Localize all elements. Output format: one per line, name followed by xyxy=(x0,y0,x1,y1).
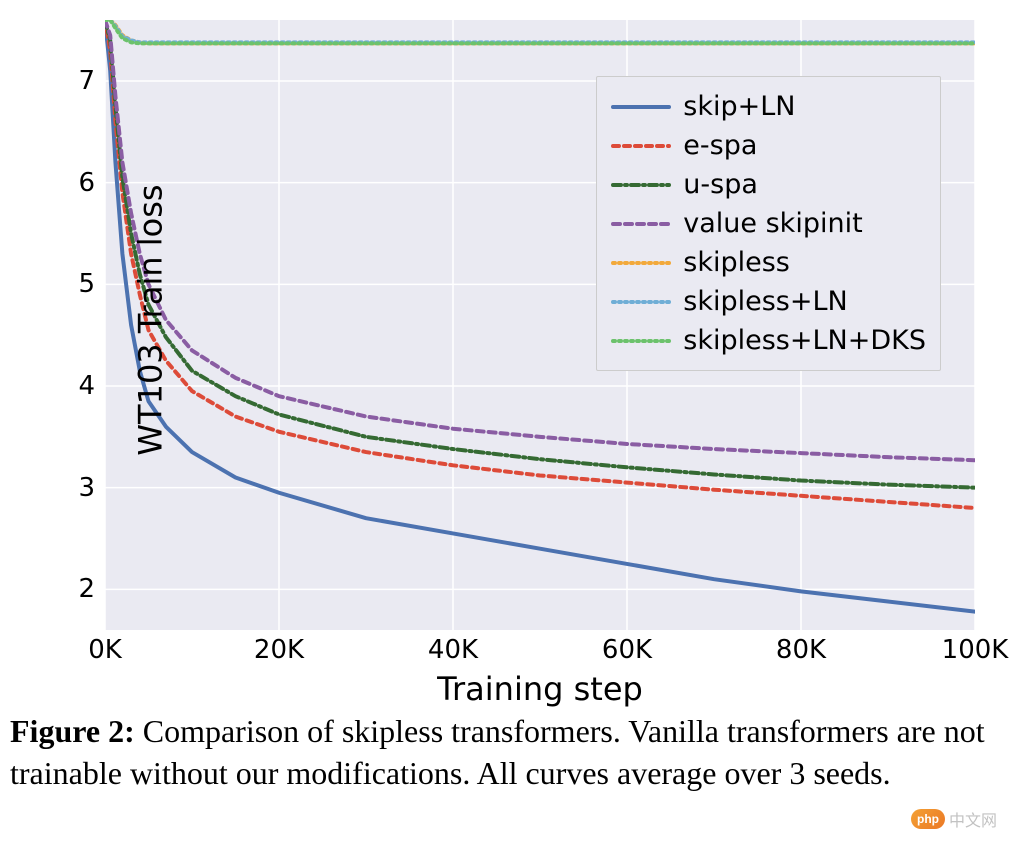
legend-label: u-spa xyxy=(683,169,758,200)
legend-swatch-icon xyxy=(611,97,671,117)
watermark: php 中文网 xyxy=(911,807,997,831)
x-tick-label: 80K xyxy=(776,635,826,665)
caption-label: Figure 2: xyxy=(10,713,135,749)
legend-item: skipless+LN xyxy=(611,282,926,321)
legend-item: skipless+LN+DKS xyxy=(611,321,926,360)
y-tick-label: 7 xyxy=(55,66,95,96)
legend-label: value skipinit xyxy=(683,208,862,239)
legend-item: e-spa xyxy=(611,126,926,165)
legend: skip+LN e-spa u-spa value skipinit skipless s… xyxy=(596,76,941,371)
y-axis-label: WT103 Train loss xyxy=(132,184,170,455)
x-tick-label: 20K xyxy=(254,635,304,665)
legend-item: u-spa xyxy=(611,165,926,204)
legend-swatch-icon xyxy=(611,253,671,273)
legend-swatch-icon xyxy=(611,292,671,312)
legend-label: skipless+LN+DKS xyxy=(683,325,926,356)
chart-area: skip+LN e-spa u-spa value skipinit skipless s… xyxy=(105,20,975,630)
legend-label: skipless xyxy=(683,247,790,278)
y-tick-label: 3 xyxy=(55,473,95,503)
y-tick-label: 4 xyxy=(55,371,95,401)
y-tick-label: 2 xyxy=(55,574,95,604)
x-tick-label: 60K xyxy=(602,635,652,665)
watermark-text: 中文网 xyxy=(949,807,997,831)
legend-swatch-icon xyxy=(611,175,671,195)
legend-swatch-icon xyxy=(611,331,671,351)
y-tick-label: 5 xyxy=(55,269,95,299)
legend-label: e-spa xyxy=(683,130,757,161)
legend-item: skip+LN xyxy=(611,87,926,126)
legend-item: value skipinit xyxy=(611,204,926,243)
x-tick-label: 40K xyxy=(428,635,478,665)
legend-swatch-icon xyxy=(611,214,671,234)
legend-label: skipless+LN xyxy=(683,286,847,317)
legend-label: skip+LN xyxy=(683,91,795,122)
figure-caption: Figure 2: Comparison of skipless transfo… xyxy=(10,710,995,794)
legend-item: skipless xyxy=(611,243,926,282)
caption-text: Comparison of skipless transformers. Van… xyxy=(10,713,985,791)
x-tick-label: 100K xyxy=(942,635,1009,665)
legend-swatch-icon xyxy=(611,136,671,156)
y-tick-label: 6 xyxy=(55,168,95,198)
x-axis-label: Training step xyxy=(437,670,643,708)
php-badge-icon: php xyxy=(911,809,945,829)
x-tick-label: 0K xyxy=(88,635,122,665)
figure-container: skip+LN e-spa u-spa value skipinit skipless s… xyxy=(0,0,1009,841)
